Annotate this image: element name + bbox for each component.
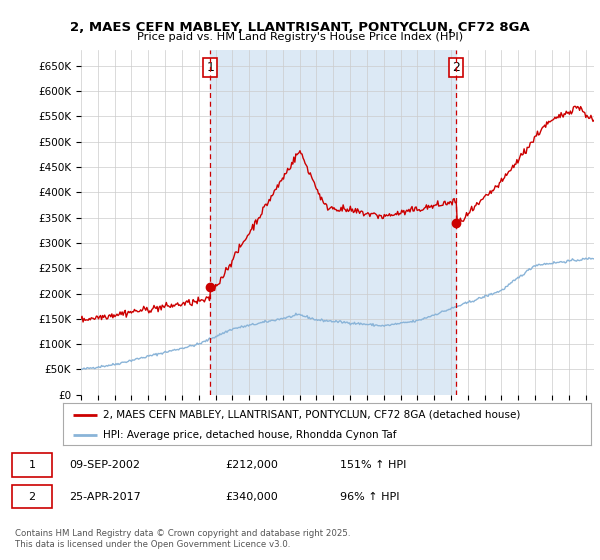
Text: 25-APR-2017: 25-APR-2017 (70, 492, 142, 502)
Text: £212,000: £212,000 (225, 460, 278, 470)
Text: 1: 1 (29, 460, 35, 470)
Bar (211, 50, 457, 395)
Text: 2: 2 (29, 492, 36, 502)
Text: Price paid vs. HM Land Registry's House Price Index (HPI): Price paid vs. HM Land Registry's House … (137, 32, 463, 43)
Text: 2, MAES CEFN MABLEY, LLANTRISANT, PONTYCLUN, CF72 8GA: 2, MAES CEFN MABLEY, LLANTRISANT, PONTYC… (70, 21, 530, 34)
Text: 96% ↑ HPI: 96% ↑ HPI (340, 492, 400, 502)
FancyBboxPatch shape (12, 453, 52, 477)
Text: 09-SEP-2002: 09-SEP-2002 (70, 460, 140, 470)
Text: Contains HM Land Registry data © Crown copyright and database right 2025.
This d: Contains HM Land Registry data © Crown c… (15, 529, 350, 549)
Text: HPI: Average price, detached house, Rhondda Cynon Taf: HPI: Average price, detached house, Rhon… (103, 430, 396, 440)
FancyBboxPatch shape (12, 485, 52, 508)
Text: £340,000: £340,000 (225, 492, 278, 502)
Text: 2, MAES CEFN MABLEY, LLANTRISANT, PONTYCLUN, CF72 8GA (detached house): 2, MAES CEFN MABLEY, LLANTRISANT, PONTYC… (103, 409, 520, 419)
Text: 1: 1 (206, 60, 214, 74)
Text: 2: 2 (452, 60, 460, 74)
Text: 151% ↑ HPI: 151% ↑ HPI (340, 460, 407, 470)
